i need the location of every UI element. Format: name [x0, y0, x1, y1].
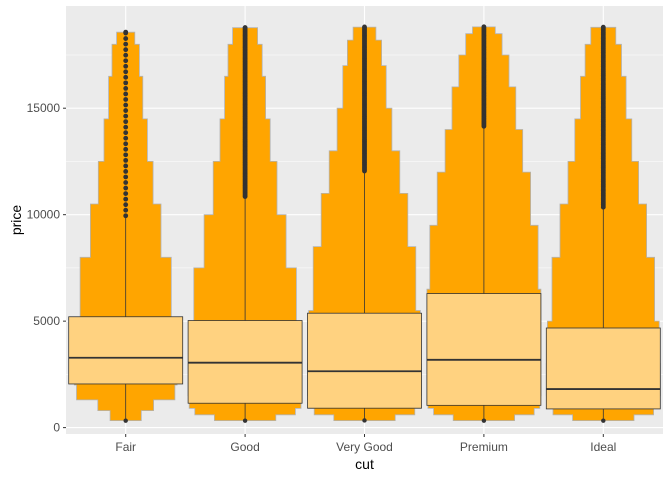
outlier-point-fair — [123, 102, 129, 108]
x-axis-ticks: Fair Good Very Good Premium Ideal — [115, 434, 616, 454]
x-tick-label: Very Good — [336, 440, 393, 454]
outlier-point-fair — [123, 185, 129, 191]
y-tick-label: 15000 — [27, 101, 61, 115]
x-tick-label: Ideal — [590, 440, 616, 454]
outlier-point-fair — [123, 41, 129, 47]
outlier-point-fair — [123, 74, 129, 80]
outlier-point-fair — [123, 58, 129, 64]
outlier-point-fair — [123, 163, 129, 169]
outlier-point-fair — [123, 174, 129, 180]
outlier-point-fair — [123, 196, 129, 202]
y-axis-title: price — [8, 205, 24, 236]
outlier-point-fair — [123, 80, 129, 86]
outlier-point-fair — [123, 130, 129, 136]
min-point-ideal — [601, 418, 606, 423]
y-axis-ticks: 0 5000 10000 15000 — [27, 101, 66, 435]
min-point-premium — [481, 418, 487, 423]
x-axis-title: cut — [355, 456, 374, 472]
x-tick-label: Fair — [115, 440, 136, 454]
outlier-point-fair — [123, 29, 129, 35]
outlier-point-fair — [123, 152, 129, 158]
outlier-point-ideal — [600, 24, 606, 30]
outlier-point-fair — [123, 86, 129, 91]
outlier-point-fair — [123, 36, 129, 41]
min-point-very-good — [362, 418, 367, 423]
y-tick-label: 0 — [53, 421, 60, 435]
outlier-point-fair — [123, 47, 129, 53]
min-point-fair — [123, 418, 128, 423]
box-very-good — [307, 312, 422, 409]
outlier-point-fair — [123, 108, 129, 113]
outlier-point-fair — [123, 157, 129, 163]
outlier-point-fair — [123, 169, 129, 174]
outlier-point-fair — [123, 52, 129, 58]
outliers — [123, 24, 606, 219]
outlier-point-fair — [123, 202, 129, 208]
outlier-point-very-good — [362, 24, 367, 30]
outlier-point-fair — [123, 63, 129, 69]
outlier-point-fair — [123, 146, 129, 152]
outlier-point-fair — [123, 119, 129, 125]
outlier-point-fair — [123, 113, 129, 119]
outlier-point-fair — [123, 191, 129, 196]
outlier-point-fair — [123, 97, 129, 102]
outlier-point-fair — [123, 69, 129, 75]
outlier-point-fair — [123, 91, 129, 97]
outlier-point-good — [242, 25, 248, 30]
x-tick-label: Premium — [460, 440, 508, 454]
box-ideal — [545, 327, 661, 410]
outlier-point-fair — [123, 207, 129, 213]
box-fair — [68, 316, 184, 385]
y-tick-label: 10000 — [27, 208, 61, 222]
box-premium — [426, 293, 542, 406]
y-tick-label: 5000 — [33, 314, 60, 328]
outlier-point-fair — [123, 141, 129, 147]
outlier-point-fair — [123, 180, 129, 185]
outlier-point-fair — [123, 124, 129, 130]
boxplots — [68, 126, 661, 423]
outlier-point-fair — [123, 213, 129, 219]
outlier-point-premium — [481, 24, 487, 30]
min-point-good — [242, 418, 248, 423]
x-tick-label: Good — [230, 440, 259, 454]
outlier-point-fair — [123, 135, 129, 141]
